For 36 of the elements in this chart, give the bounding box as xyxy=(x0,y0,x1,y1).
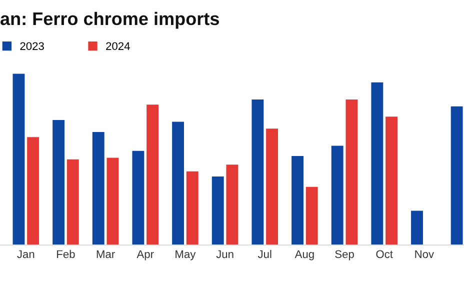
x-tick-label: Feb xyxy=(57,250,75,258)
bar xyxy=(252,100,264,246)
bar xyxy=(146,104,159,246)
bar xyxy=(411,210,423,246)
bar xyxy=(212,176,224,246)
bar xyxy=(52,120,65,246)
bar xyxy=(172,122,184,246)
bar xyxy=(226,164,238,246)
bar xyxy=(266,128,278,246)
x-tick-label: Jul xyxy=(258,250,272,258)
legend-label: 2024 xyxy=(106,42,130,50)
bar xyxy=(306,186,318,246)
bar xyxy=(12,74,25,246)
bar xyxy=(106,158,119,246)
bar xyxy=(66,159,79,246)
x-tick-label: Sep xyxy=(335,250,354,260)
x-tick-label: May xyxy=(176,250,196,260)
x-tick-label: Apr xyxy=(136,250,154,260)
bar xyxy=(186,171,198,246)
bar xyxy=(371,82,384,246)
bar xyxy=(292,156,304,246)
bar xyxy=(386,116,398,246)
x-tick-label: Nov xyxy=(415,250,434,258)
bar xyxy=(331,146,344,246)
x-tick-label: Jan xyxy=(17,250,34,258)
x-tick-label: Jun xyxy=(216,250,234,258)
x-tick-label: Mar xyxy=(96,250,115,258)
bar xyxy=(27,137,40,246)
x-tick-label: Oct xyxy=(376,250,393,258)
legend-label: 2023 xyxy=(20,42,44,50)
bar xyxy=(450,106,463,246)
x-tick-label: Aug xyxy=(294,250,314,260)
bar xyxy=(92,132,104,246)
bar xyxy=(346,100,358,246)
chart-title: an: Ferro chrome imports xyxy=(0,12,219,29)
bar xyxy=(132,150,144,246)
